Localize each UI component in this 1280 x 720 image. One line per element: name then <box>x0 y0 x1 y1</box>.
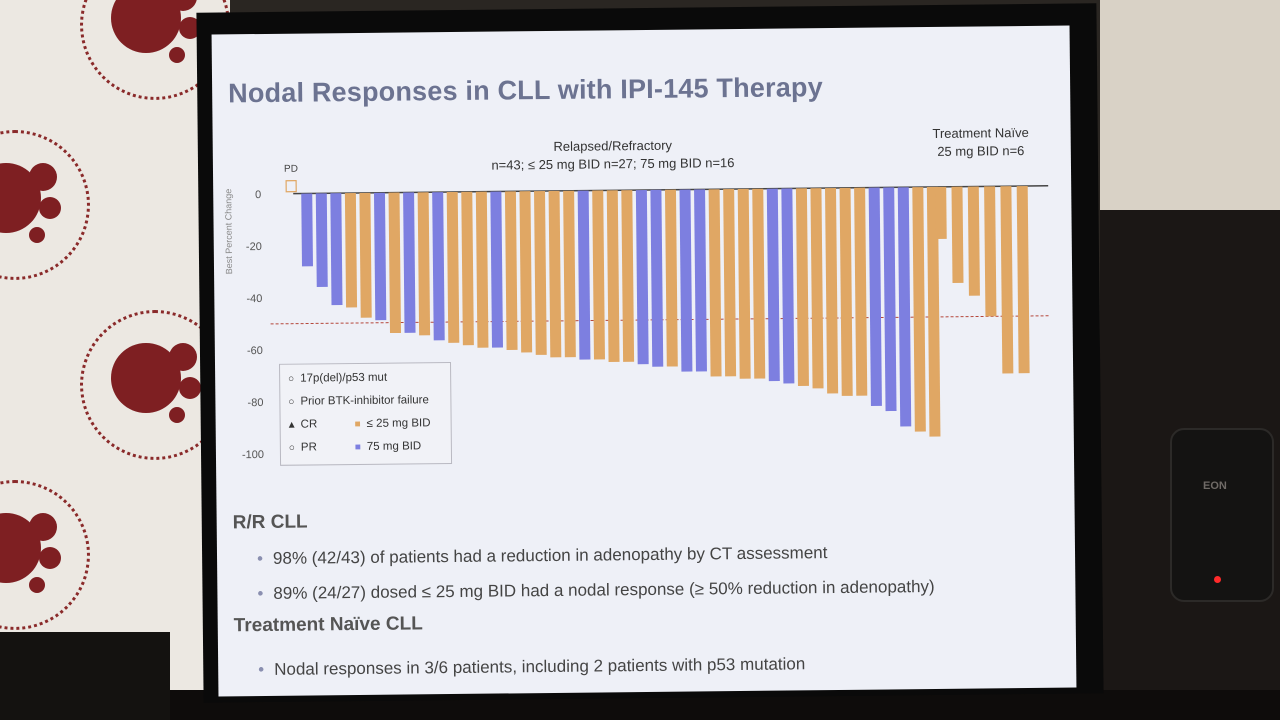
bar <box>315 193 328 288</box>
podium <box>0 632 170 720</box>
legend-label: CR <box>300 418 318 431</box>
bar <box>548 190 562 358</box>
legend-label: Prior BTK-inhibitor failure <box>300 394 429 408</box>
y-tick-label: -60 <box>247 345 263 357</box>
bar <box>868 187 882 407</box>
square-icon: ■ <box>354 441 361 454</box>
legend-item: ○ PR <box>287 441 317 453</box>
bullet-item: • 98% (42/43) of patients had a reduction… <box>256 543 828 569</box>
legend-item: ○ 17p(del)/p53 mut <box>286 372 387 385</box>
bar <box>461 191 474 346</box>
waterfall-chart: 0 -20 -40 -60 -80 -100 PD <box>242 164 1050 461</box>
bar <box>781 188 795 384</box>
bar <box>519 191 533 353</box>
bar <box>403 192 416 333</box>
tn-header-line1: Treatment Naïve <box>932 124 1029 141</box>
pd-label: PD <box>284 164 298 175</box>
bar <box>432 192 445 341</box>
bar <box>563 190 576 358</box>
square-icon: ■ <box>354 418 361 431</box>
speaker-brand: EON <box>1203 480 1227 492</box>
legend-label: 75 mg BID <box>366 440 422 453</box>
bar <box>534 191 547 355</box>
bar <box>490 191 504 348</box>
legend-item: ■ 75 mg BID <box>353 440 421 453</box>
y-tick-label: -20 <box>246 241 262 253</box>
legend-item: ○ Prior BTK-inhibitor failure <box>286 394 429 407</box>
bar <box>650 189 664 367</box>
bar <box>621 190 635 362</box>
speaker-led <box>1214 576 1221 583</box>
tn-section-title: Treatment Naïve CLL <box>233 613 423 637</box>
bar <box>475 191 489 348</box>
slide-title: Nodal Responses in CLL with IPI-145 Ther… <box>228 72 824 109</box>
bar <box>883 187 897 412</box>
ash-logo <box>0 130 90 280</box>
bullet-text: 89% (24/27) dosed ≤ 25 mg BID had a noda… <box>273 576 935 603</box>
bar <box>359 192 372 318</box>
bar <box>897 187 912 427</box>
speaker <box>1170 428 1274 602</box>
bar <box>388 192 401 334</box>
bar <box>504 191 518 351</box>
bar <box>301 193 313 267</box>
bar <box>592 190 605 360</box>
circle-icon: ○ <box>288 373 295 385</box>
legend-label: ≤ 25 mg BID <box>366 417 431 430</box>
bar <box>737 188 751 379</box>
bar <box>417 192 431 336</box>
y-tick-label: 0 <box>255 189 261 201</box>
bar <box>723 189 737 377</box>
bar <box>854 187 868 396</box>
bar <box>330 193 343 306</box>
bar <box>1000 186 1014 374</box>
rr-section-title: R/R CLL <box>232 511 308 534</box>
bar <box>810 188 824 389</box>
bar <box>912 187 926 432</box>
legend-label: 17p(del)/p53 mut <box>300 371 388 385</box>
legend: ○ 17p(del)/p53 mut ○ Prior BTK-inhibitor f… <box>279 362 453 466</box>
pd-bar <box>285 180 297 193</box>
triangle-icon: ▲ <box>286 419 297 431</box>
bullet-text: 98% (42/43) of patients had a reduction … <box>272 543 828 568</box>
legend-item: ▲ CR <box>287 418 318 430</box>
bullet-item: • Nodal responses in 3/6 patients, includ… <box>258 654 806 680</box>
bullet-text: Nodal responses in 3/6 patients, includi… <box>274 654 806 679</box>
bullet-item: • 89% (24/27) dosed ≤ 25 mg BID had a nod… <box>257 576 935 604</box>
bar <box>373 192 387 321</box>
bar <box>766 188 780 382</box>
bar <box>679 189 693 372</box>
legend-item: ■ ≤ 25 mg BID <box>353 417 431 430</box>
bar <box>795 188 809 386</box>
bar <box>984 186 997 317</box>
wall <box>1100 0 1280 210</box>
bar <box>635 189 649 365</box>
circle-icon: ○ <box>288 442 295 454</box>
bar <box>694 189 707 372</box>
legend-label: PR <box>300 441 317 454</box>
y-tick-label: -100 <box>242 449 264 461</box>
bar <box>824 187 839 394</box>
bar <box>446 191 460 343</box>
bar <box>344 193 358 308</box>
bar <box>935 186 947 239</box>
bar <box>1016 185 1030 374</box>
circle-icon: ○ <box>288 396 295 408</box>
bar <box>967 186 980 296</box>
bar <box>606 190 620 362</box>
y-tick-label: -80 <box>247 397 263 409</box>
bar <box>926 186 941 437</box>
projection-screen: Nodal Responses in CLL with IPI-145 Ther… <box>211 25 1077 697</box>
bar <box>752 188 766 379</box>
bar <box>839 187 853 396</box>
bar <box>577 190 591 360</box>
bar <box>951 186 964 283</box>
bar <box>664 189 678 367</box>
y-tick-label: -40 <box>246 293 262 305</box>
bar <box>708 189 722 377</box>
